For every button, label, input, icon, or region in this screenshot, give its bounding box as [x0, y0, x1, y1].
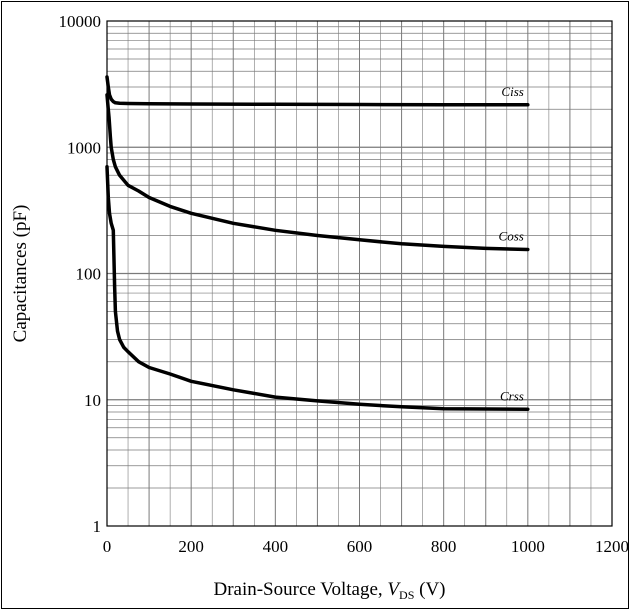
x-tick-label: 400 [263, 537, 289, 556]
x-tick-label: 1000 [511, 537, 545, 556]
x-axis-title-suffix: (V) [414, 579, 445, 600]
y-tick-label: 1 [93, 517, 102, 536]
y-tick-label: 10000 [59, 12, 102, 31]
grid [107, 21, 612, 526]
x-axis-title-subscript: DS [399, 588, 414, 602]
series-line-crss [105, 165, 530, 412]
y-axis-title: Capacitances (pF) [10, 205, 31, 343]
series-label-coss: Coss [499, 228, 524, 243]
series-line-ciss [105, 75, 530, 107]
tick-labels: 0 200 400 600 800 1000 1200 1 10 100 1000 10000 [59, 12, 630, 556]
y-tick-label: 100 [76, 265, 102, 284]
x-tick-label: 1200 [595, 537, 629, 556]
series-label-ciss: Ciss [501, 84, 523, 99]
series-label-crss: Crss [500, 388, 524, 403]
x-axis-title: Drain-Source Voltage, VDS (V) [213, 579, 445, 602]
x-tick-label: 200 [178, 537, 204, 556]
x-axis-title-symbol: V [387, 579, 401, 600]
series-line-coss [105, 93, 530, 252]
x-axis-title-prefix: Drain-Source Voltage, [213, 579, 387, 600]
x-tick-label: 600 [347, 537, 373, 556]
x-tick-label: 800 [431, 537, 457, 556]
y-tick-label: 10 [84, 391, 101, 410]
y-tick-label: 1000 [67, 138, 101, 157]
series-layer: Ciss Coss Crss [105, 75, 530, 412]
plot-area-border [106, 20, 613, 527]
x-tick-label: 0 [103, 537, 112, 556]
